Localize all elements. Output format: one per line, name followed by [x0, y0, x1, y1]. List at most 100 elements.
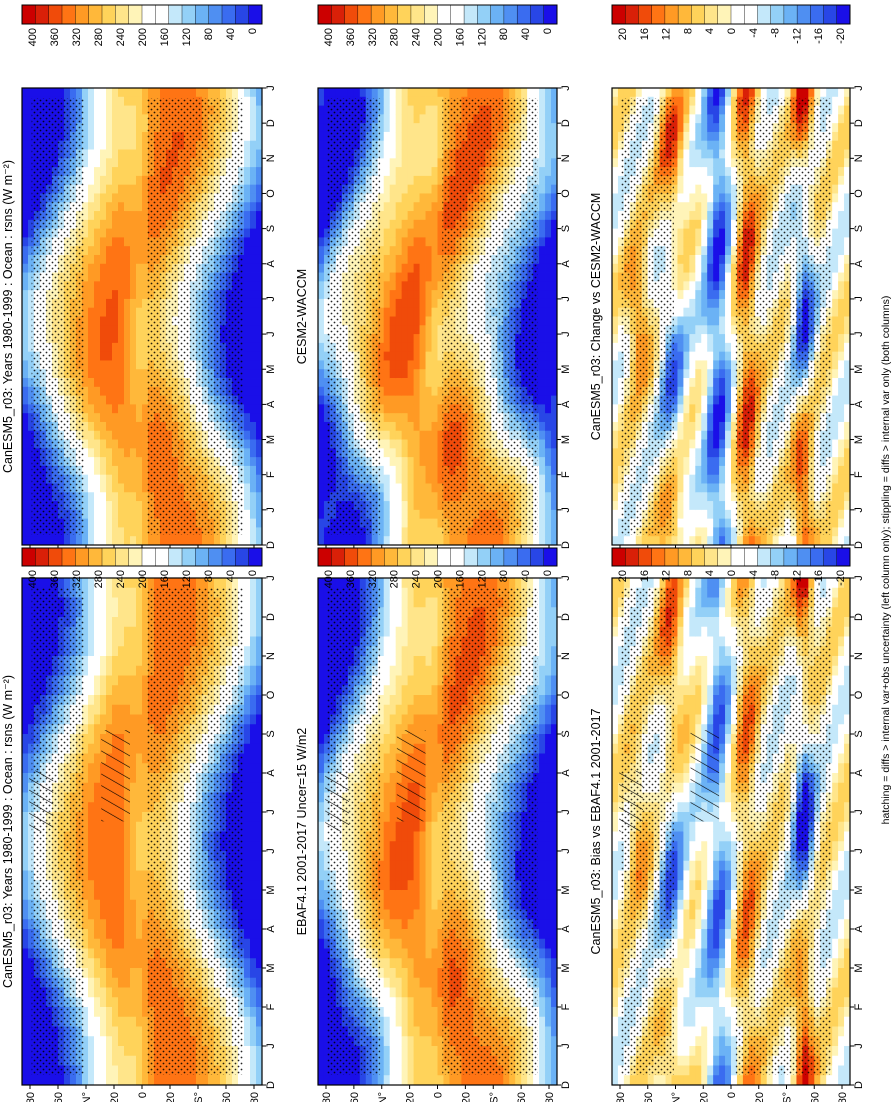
heatmap-cell — [22, 773, 28, 783]
heatmap-cell — [244, 919, 250, 929]
heatmap-cell — [244, 822, 250, 832]
heatmap-cell — [124, 308, 130, 317]
heatmap-cell — [390, 724, 396, 734]
heatmap-cell — [250, 588, 256, 598]
heatmap-cell — [130, 185, 136, 194]
heatmap-cell — [384, 861, 390, 871]
heatmap-cell — [94, 308, 100, 317]
heatmap-cell — [244, 1017, 250, 1027]
heatmap-cell — [250, 744, 256, 754]
heatmap-cell — [118, 646, 124, 656]
heatmap-cell — [384, 685, 390, 695]
heatmap-cell — [318, 695, 324, 705]
heatmap-cell — [88, 1056, 94, 1066]
heatmap-cell — [130, 220, 136, 229]
heatmap-cell — [22, 132, 28, 141]
heatmap-cell — [136, 492, 142, 501]
heatmap-cell — [136, 167, 142, 176]
heatmap-cell — [130, 141, 136, 150]
heatmap-cell — [112, 841, 118, 851]
heatmap-cell — [208, 88, 214, 97]
heatmap-cell — [136, 949, 142, 959]
heatmap-cell — [136, 793, 142, 803]
heatmap-cell — [94, 851, 100, 861]
heatmap-cell — [88, 929, 94, 939]
heatmap-cell — [40, 578, 46, 588]
heatmap-cell — [124, 627, 130, 637]
month-tick-label: A — [265, 400, 277, 408]
heatmap-cell — [88, 440, 94, 449]
heatmap-cell — [124, 1017, 130, 1027]
heatmap-cell — [94, 220, 100, 229]
heatmap-cell — [136, 501, 142, 510]
heatmap-cell — [112, 968, 118, 978]
heatmap-cell — [100, 1007, 106, 1017]
heatmap-cell — [118, 255, 124, 264]
heatmap-cell — [318, 871, 324, 881]
heatmap-cell — [118, 919, 124, 929]
heatmap-cell — [136, 715, 142, 725]
heatmap-cell — [130, 822, 136, 832]
heatmap-cell — [136, 1075, 142, 1085]
heatmap-cell — [124, 527, 130, 536]
heatmap-cell — [136, 519, 142, 528]
heatmap-cell — [130, 404, 136, 413]
heatmap-cell — [390, 910, 396, 920]
heatmap-cell — [130, 598, 136, 608]
lat-tick-label: 60 — [53, 1092, 65, 1102]
heatmap-cell — [318, 1007, 324, 1017]
month-tick-label: J — [265, 296, 277, 302]
heatmap-cell — [136, 802, 142, 812]
heatmap-cell — [384, 607, 390, 617]
heatmap-cell — [226, 88, 232, 97]
heatmap-cell — [250, 88, 256, 97]
heatmap-cell — [100, 422, 106, 431]
heatmap-cell — [88, 255, 94, 264]
heatmap-cell — [390, 1017, 396, 1027]
heatmap-cell — [124, 211, 130, 220]
heatmap-cell — [94, 900, 100, 910]
heatmap-cell — [100, 851, 106, 861]
heatmap-cell — [130, 910, 136, 920]
heatmap-cell — [130, 114, 136, 123]
heatmap-cell — [112, 958, 118, 968]
heatmap-cell — [88, 715, 94, 725]
heatmap-cell — [250, 237, 256, 246]
heatmap-cell — [244, 1036, 250, 1046]
heatmap-cell — [318, 637, 324, 647]
heatmap-cell — [118, 1027, 124, 1037]
heatmap-cell — [118, 378, 124, 387]
heatmap-cell — [396, 832, 402, 842]
heatmap-cell — [244, 871, 250, 881]
heatmap-cell — [100, 510, 106, 519]
heatmap-cell — [130, 1036, 136, 1046]
heatmap-cell — [250, 754, 256, 764]
heatmap-cell — [244, 598, 250, 608]
heatmap-cell — [100, 123, 106, 132]
heatmap-cell — [112, 475, 118, 484]
heatmap-cell — [88, 978, 94, 988]
heatmap-cell — [88, 123, 94, 132]
heatmap-cell — [124, 387, 130, 396]
heatmap-cell — [130, 123, 136, 132]
heatmap-cell — [124, 325, 130, 334]
heatmap-cell — [124, 97, 130, 106]
heatmap-cell — [250, 676, 256, 686]
heatmap-cell — [384, 793, 390, 803]
heatmap-cell — [250, 536, 256, 545]
month-tick-label: N — [265, 154, 277, 162]
heatmap-cell — [22, 378, 28, 387]
heatmap-cell — [232, 536, 238, 545]
heatmap-cell — [136, 176, 142, 185]
heatmap-cell — [112, 832, 118, 842]
heatmap-cell — [396, 695, 402, 705]
heatmap-cell — [250, 396, 256, 405]
heatmap-cell — [22, 167, 28, 176]
heatmap-cell — [136, 968, 142, 978]
heatmap-cell — [100, 492, 106, 501]
heatmap-cell — [112, 978, 118, 988]
heatmap-cell — [124, 466, 130, 475]
heatmap-cell — [136, 360, 142, 369]
